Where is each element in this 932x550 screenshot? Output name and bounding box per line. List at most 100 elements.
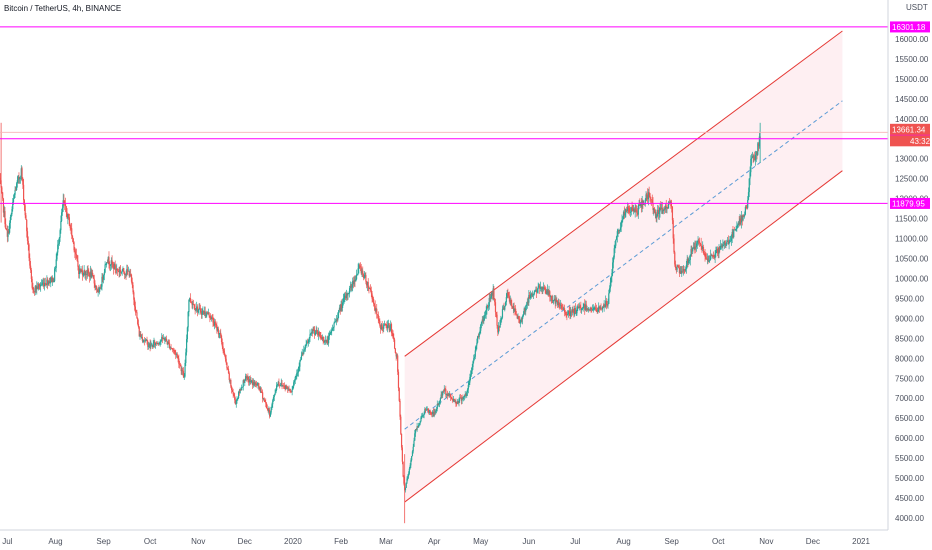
candle: [216, 321, 218, 334]
candle: [719, 239, 722, 251]
candle: [261, 391, 263, 394]
candle: [484, 311, 486, 321]
channel-mid-line[interactable]: [404, 100, 843, 430]
candle: [317, 327, 320, 341]
candle: [525, 304, 527, 316]
price-level-tag[interactable]: 16301.18: [890, 21, 930, 33]
candle: [457, 400, 459, 405]
candle: [445, 385, 447, 398]
candle: [411, 455, 413, 462]
candle: [683, 265, 685, 274]
candle: [667, 200, 670, 209]
candle: [137, 317, 139, 326]
price-level-tag[interactable]: 11879.95: [890, 197, 930, 209]
candle: [87, 264, 89, 277]
candle: [292, 385, 294, 390]
channel-lower-line[interactable]: [404, 170, 843, 503]
candle: [637, 204, 639, 219]
candle: [401, 445, 403, 465]
candle: [500, 315, 502, 326]
price-tick-label: 9000.00: [895, 314, 924, 323]
candle: [217, 326, 220, 338]
candle: [92, 275, 95, 279]
candle: [574, 305, 576, 317]
candle: [251, 378, 254, 389]
last-price-tag[interactable]: 13661.34: [890, 123, 930, 135]
candle: [158, 341, 161, 346]
candle: [481, 315, 483, 327]
candle: [324, 339, 326, 346]
candle: [390, 322, 393, 337]
candle: [51, 275, 53, 286]
candle: [323, 336, 325, 343]
candle: [518, 315, 520, 323]
candle: [32, 282, 34, 294]
candle: [352, 277, 354, 291]
candle: [265, 398, 267, 408]
candle: [140, 334, 143, 339]
candle: [144, 337, 146, 346]
candle: [752, 153, 754, 164]
candle: [5, 218, 7, 230]
candle: [321, 335, 323, 340]
candle: [61, 208, 63, 222]
candle: [172, 347, 174, 354]
candle: [531, 292, 533, 298]
candle: [15, 186, 17, 191]
candle: [133, 290, 135, 306]
candle: [552, 295, 554, 304]
candle: [542, 286, 544, 295]
candle: [628, 206, 630, 214]
candle: [741, 214, 743, 226]
candle: [27, 236, 29, 251]
candle: [318, 330, 320, 337]
candle: [460, 394, 462, 405]
candle: [714, 250, 716, 263]
candle: [35, 285, 37, 293]
time-tick-label: 2021: [852, 537, 870, 546]
candle: [394, 347, 396, 354]
candle: [185, 334, 188, 356]
candle: [564, 309, 566, 316]
candle: [697, 236, 699, 246]
candle: [596, 307, 598, 314]
candle: [26, 227, 29, 245]
candle: [185, 348, 187, 367]
candle: [666, 206, 668, 214]
candle: [159, 339, 161, 347]
candle: [38, 283, 40, 290]
candle: [146, 336, 148, 345]
candle: [23, 178, 25, 205]
candle: [187, 311, 189, 332]
candle: [263, 397, 265, 403]
candle: [577, 303, 580, 309]
time-tick-label: 2020: [284, 537, 302, 546]
candle: [508, 291, 510, 299]
candle: [717, 247, 719, 259]
currency-label: USDT: [906, 3, 928, 12]
candle: [744, 205, 746, 216]
candle: [422, 414, 424, 418]
candle: [29, 253, 31, 269]
price-tick-label: 15500.00: [895, 55, 929, 64]
candle: [560, 299, 562, 309]
time-tick-label: Aug: [48, 537, 62, 546]
candle: [109, 261, 111, 271]
candle: [739, 214, 741, 226]
candle: [168, 339, 170, 345]
candle: [328, 330, 330, 340]
candle: [522, 311, 525, 318]
candle: [691, 245, 693, 257]
candle: [562, 304, 564, 310]
candle: [534, 289, 536, 293]
candle: [480, 323, 482, 334]
candle: [670, 199, 672, 209]
channel-upper-line[interactable]: [404, 30, 843, 357]
candle: [545, 287, 547, 295]
candle: [618, 229, 620, 234]
candle: [114, 260, 116, 274]
candle: [485, 306, 487, 319]
candle: [129, 268, 131, 278]
